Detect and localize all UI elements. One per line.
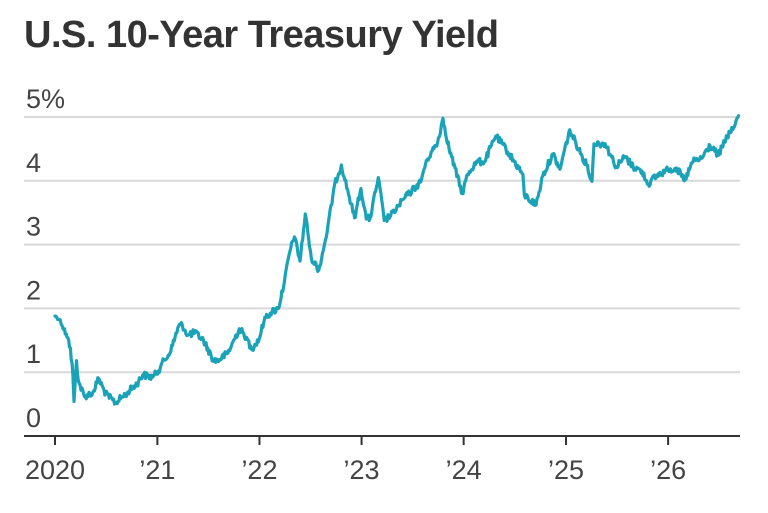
x-tick-label: ’25 bbox=[548, 455, 584, 485]
x-axis: 2020 ’21 ’22 ’23 ’24 ’25 ’26 bbox=[24, 435, 740, 485]
x-tick-label: ’22 bbox=[241, 455, 277, 485]
gridlines bbox=[24, 116, 740, 374]
y-tick-label: 5% bbox=[26, 84, 65, 114]
x-tick-label: ’26 bbox=[650, 455, 686, 485]
y-tick-label: 0 bbox=[26, 403, 41, 433]
y-tick-label: 2 bbox=[26, 275, 41, 305]
x-tick-label: ’24 bbox=[446, 455, 482, 485]
yield-series-line bbox=[53, 114, 741, 406]
x-tick-label: ’23 bbox=[344, 455, 380, 485]
chart-title: U.S. 10-Year Treasury Yield bbox=[24, 14, 499, 56]
x-tick-label: 2020 bbox=[25, 455, 85, 485]
y-axis-ticks: 0 1 2 3 4 5% bbox=[26, 84, 65, 433]
y-tick-label: 1 bbox=[26, 339, 41, 369]
y-tick-label: 3 bbox=[26, 212, 41, 242]
y-tick-label: 4 bbox=[26, 148, 41, 178]
x-tick-label: ’21 bbox=[139, 455, 175, 485]
series-layer bbox=[53, 114, 741, 406]
